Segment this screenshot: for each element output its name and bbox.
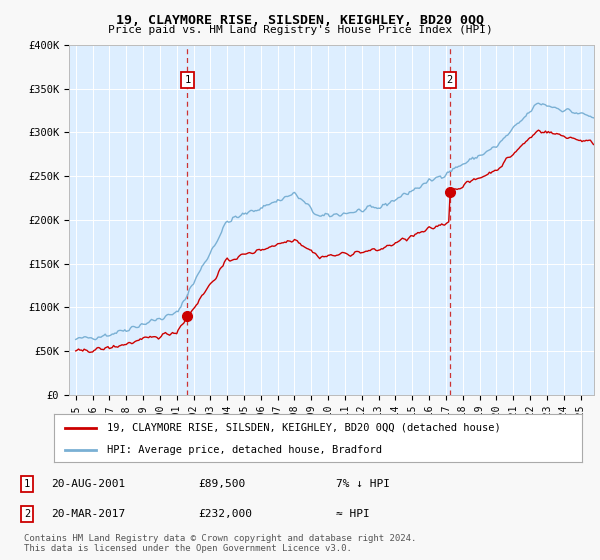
Text: 1: 1 [24,479,30,489]
Text: 7% ↓ HPI: 7% ↓ HPI [336,479,390,489]
Text: Price paid vs. HM Land Registry's House Price Index (HPI): Price paid vs. HM Land Registry's House … [107,25,493,35]
Text: 19, CLAYMORE RISE, SILSDEN, KEIGHLEY, BD20 0QQ: 19, CLAYMORE RISE, SILSDEN, KEIGHLEY, BD… [116,14,484,27]
Text: 20-MAR-2017: 20-MAR-2017 [51,509,125,519]
Text: ≈ HPI: ≈ HPI [336,509,370,519]
Text: 20-AUG-2001: 20-AUG-2001 [51,479,125,489]
Text: 2: 2 [446,75,453,85]
Text: £89,500: £89,500 [198,479,245,489]
Text: 1: 1 [184,75,191,85]
Text: 19, CLAYMORE RISE, SILSDEN, KEIGHLEY, BD20 0QQ (detached house): 19, CLAYMORE RISE, SILSDEN, KEIGHLEY, BD… [107,423,500,433]
Text: HPI: Average price, detached house, Bradford: HPI: Average price, detached house, Brad… [107,445,382,455]
Text: £232,000: £232,000 [198,509,252,519]
Text: 2: 2 [24,509,30,519]
Text: Contains HM Land Registry data © Crown copyright and database right 2024.
This d: Contains HM Land Registry data © Crown c… [24,534,416,553]
